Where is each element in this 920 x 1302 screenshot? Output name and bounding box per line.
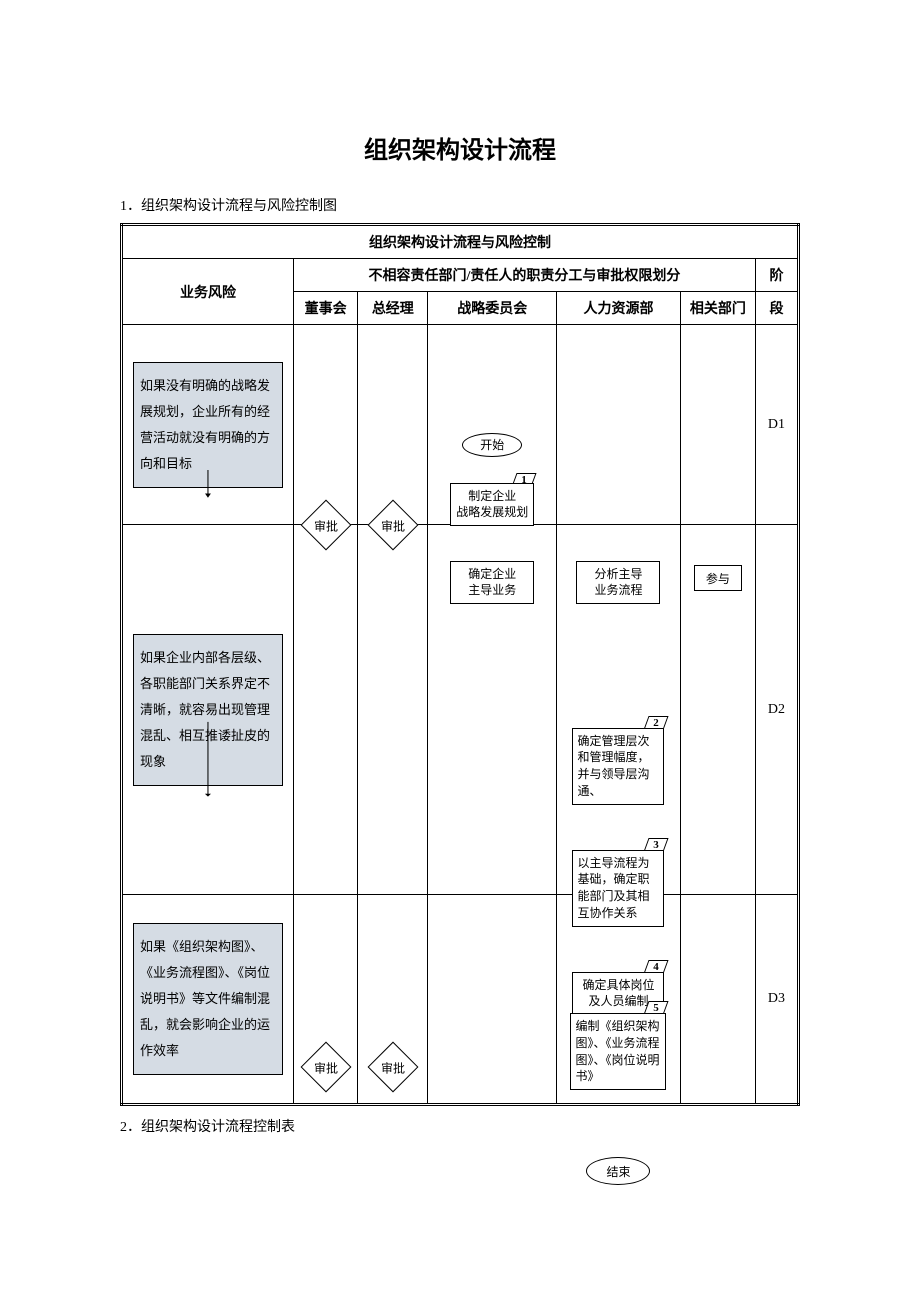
audit-diamond-gm-2: 审批 (367, 1042, 418, 1093)
col-stage-top: 阶 (755, 259, 798, 292)
node-compile: 编制《组织架构图》、《业务流程图》、《岗位说明书》 (570, 1013, 666, 1090)
audit-diamond-board-2: 审批 (300, 1042, 351, 1093)
subcol-strat: 战略委员会 (428, 292, 557, 325)
risk-box-2: 如果企业内部各层级、各职能部门关系界定不清晰，就容易出现管理混乱、相互推诿扯皮的… (133, 634, 283, 786)
section-2-heading: 2．组织架构设计流程控制表 (120, 1116, 800, 1136)
node-plan: 制定企业 战略发展规划 (450, 483, 534, 527)
page-title: 组织架构设计流程 (120, 130, 800, 165)
node-hierarchy: 确定管理层次和管理幅度，并与领导层沟通、 (572, 728, 664, 805)
risk-cell-3: 如果《组织架构图》、《业务流程图》、《岗位说明书》等文件编制混乱，就会影响企业的… (122, 895, 294, 1105)
start-node: 开始 (462, 433, 522, 457)
col-group: 不相容责任部门/责任人的职责分工与审批权限划分 (293, 259, 755, 292)
section-1-heading: 1．组织架构设计流程与风险控制图 (120, 195, 800, 215)
subcol-gm: 总经理 (358, 292, 428, 325)
stage-d3: D3 (755, 895, 798, 1105)
flow-risk-table: 组织架构设计流程与风险控制 业务风险 不相容责任部门/责任人的职责分工与审批权限… (120, 223, 800, 1106)
lane-board-d2 (293, 525, 357, 895)
subcol-hr: 人力资源部 (557, 292, 681, 325)
end-node: 结束 (586, 1157, 650, 1185)
stage-d1: D1 (755, 325, 798, 525)
stage-d2: D2 (755, 525, 798, 895)
risk-cell-1: 如果没有明确的战略发展规划，企业所有的经营活动就没有明确的方向和目标 (122, 325, 294, 525)
col-risk: 业务风险 (122, 259, 294, 325)
lane-dept-d1: 参与 (680, 325, 755, 525)
subcol-board: 董事会 (293, 292, 357, 325)
lane-strat-d1: 开始 1 制定企业 战略发展规划 确定企业 主导业务 (428, 325, 557, 525)
lane-hr-d1: 分析主导 业务流程 (557, 325, 681, 525)
table-merged-title: 组织架构设计流程与风险控制 (122, 225, 799, 259)
risk-box-1: 如果没有明确的战略发展规划，企业所有的经营活动就没有明确的方向和目标 (133, 362, 283, 488)
risk-box-3: 如果《组织架构图》、《业务流程图》、《岗位说明书》等文件编制混乱，就会影响企业的… (133, 923, 283, 1075)
lane-board-d3: 审批 (293, 895, 357, 1105)
lane-dept-d2 (680, 525, 755, 895)
risk-cell-2: 如果企业内部各层级、各职能部门关系界定不清晰，就容易出现管理混乱、相互推诿扯皮的… (122, 525, 294, 895)
lane-gm-d3: 审批 (358, 895, 428, 1105)
lane-hr-d3: 5 编制《组织架构图》、《业务流程图》、《岗位说明书》 结束 (557, 895, 681, 1105)
lane-gm-d2 (358, 525, 428, 895)
lane-dept-d3 (680, 895, 755, 1105)
lane-gm-d1: 审批 (358, 325, 428, 525)
lane-board-d1: 审批 (293, 325, 357, 525)
col-stage-bot: 段 (755, 292, 798, 325)
lane-hr-d2: 2 确定管理层次和管理幅度，并与领导层沟通、 3 以主导流程为基础，确定职能部门… (557, 525, 681, 895)
subcol-dept: 相关部门 (680, 292, 755, 325)
lane-strat-d2 (428, 525, 557, 895)
lane-strat-d3 (428, 895, 557, 1105)
